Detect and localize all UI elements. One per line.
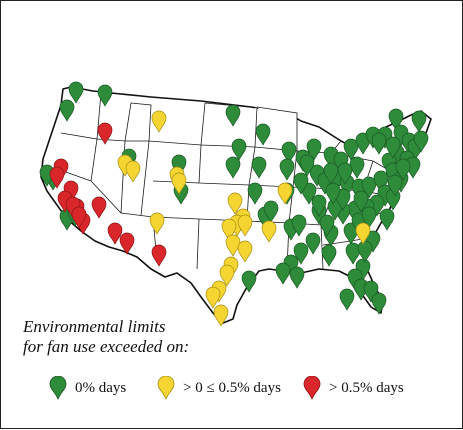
site-marker-red — [49, 166, 65, 189]
site-marker-yellow — [125, 160, 141, 183]
site-marker-red — [91, 196, 107, 219]
site-marker-green — [345, 242, 361, 265]
site-marker-green — [251, 156, 267, 179]
site-marker-yellow — [213, 304, 229, 327]
site-marker-green — [68, 81, 84, 104]
red-marker-icon — [303, 376, 321, 400]
site-marker-green — [293, 172, 309, 195]
site-marker-green — [339, 288, 355, 311]
site-marker-green — [413, 130, 429, 153]
site-marker-yellow — [225, 234, 241, 257]
site-marker-red — [97, 122, 113, 145]
site-marker-green — [306, 138, 322, 161]
site-marker-red — [107, 222, 123, 245]
site-marker-green — [305, 232, 321, 255]
site-marker-yellow — [237, 240, 253, 263]
legend-caption: Environmental limits for fan use exceeded… — [23, 317, 190, 356]
site-marker-yellow — [227, 192, 243, 215]
site-marker-green — [281, 141, 297, 164]
yellow-marker-icon — [157, 376, 175, 400]
site-marker-green — [343, 138, 359, 161]
site-marker-green — [279, 158, 295, 181]
site-marker-green — [361, 206, 377, 229]
legend-label: 0% days — [75, 379, 127, 396]
legend-item-green: 0% days — [49, 375, 126, 401]
site-marker-green — [361, 176, 377, 199]
site-marker-yellow — [149, 212, 165, 235]
site-marker-green — [289, 266, 305, 289]
site-marker-green — [373, 170, 389, 193]
site-marker-green — [353, 190, 369, 213]
site-marker-yellow — [277, 182, 293, 205]
site-marker-green — [225, 104, 241, 127]
site-marker-green — [325, 182, 341, 205]
site-marker-green — [379, 208, 395, 231]
site-marker-green — [387, 174, 403, 197]
site-marker-green — [241, 270, 257, 293]
site-marker-green — [291, 214, 307, 237]
site-marker-green — [355, 132, 371, 155]
site-marker-green — [321, 244, 337, 267]
site-marker-yellow — [237, 214, 253, 237]
site-marker-green — [225, 156, 241, 179]
site-marker-green — [385, 136, 401, 159]
site-marker-yellow — [171, 172, 187, 195]
site-marker-green — [335, 188, 351, 211]
site-marker-yellow — [355, 222, 371, 245]
site-marker-green — [293, 242, 309, 265]
legend-item-red: > 0.5% days — [303, 375, 404, 401]
site-marker-green — [319, 214, 335, 237]
site-marker-green — [411, 110, 427, 133]
site-marker-yellow — [261, 220, 277, 243]
legend-label: > 0 ≤ 0.5% days — [183, 379, 281, 396]
site-marker-green — [343, 222, 359, 245]
site-marker-green — [357, 240, 373, 263]
site-marker-yellow — [205, 286, 221, 309]
legend-item-yellow: > 0 ≤ 0.5% days — [157, 375, 281, 401]
site-marker-green — [59, 99, 75, 122]
site-marker-green — [323, 162, 339, 185]
site-marker-green — [299, 154, 315, 177]
site-marker-yellow — [219, 264, 235, 287]
site-marker-green — [311, 194, 327, 217]
us-outline — [40, 86, 432, 324]
site-marker-red — [119, 232, 135, 255]
site-marker-green — [275, 262, 291, 285]
green-marker-icon — [49, 376, 67, 400]
site-marker-green — [371, 132, 387, 155]
site-marker-red — [151, 244, 167, 267]
site-marker-yellow — [221, 218, 237, 241]
site-marker-green — [247, 182, 263, 205]
site-marker-green — [97, 84, 113, 107]
site-marker-green — [371, 292, 387, 315]
legend-label: > 0.5% days — [329, 379, 404, 396]
site-marker-green — [255, 123, 271, 146]
site-marker-yellow — [151, 110, 167, 133]
site-marker-green — [337, 162, 353, 185]
site-marker-green — [263, 200, 279, 223]
site-marker-red — [71, 206, 87, 229]
legend: 0% days > 0 ≤ 0.5% days > 0.5% days — [41, 375, 461, 401]
site-marker-green — [231, 138, 247, 161]
site-marker-green — [301, 182, 317, 205]
site-marker-green — [388, 108, 404, 131]
site-marker-green — [395, 158, 411, 181]
